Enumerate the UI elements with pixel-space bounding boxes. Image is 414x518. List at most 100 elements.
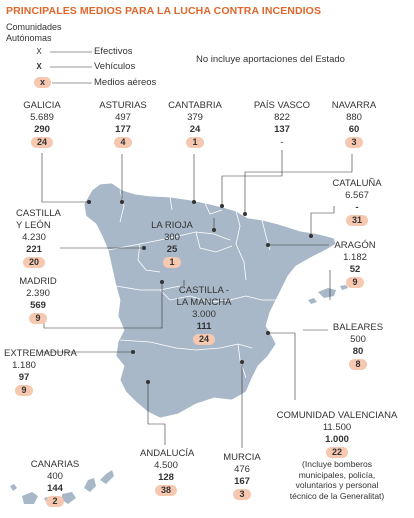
aereos-value: 20 <box>22 257 45 268</box>
efectivos-value: 476 <box>234 464 250 475</box>
efectivos-value: 880 <box>346 112 362 123</box>
aereos-value: 9 <box>29 313 47 324</box>
region-name: ARAGÓN <box>334 240 376 251</box>
efectivos-value: 300 <box>164 232 180 243</box>
aereos-value: 3 <box>233 489 251 500</box>
efectivos-value: 6.567 <box>345 190 369 201</box>
region-name-line2: LA MANCHA <box>176 297 232 308</box>
region-madrid: MADRID 2.390 569 9 <box>18 276 58 325</box>
note-text: No incluye aportaciones del Estado <box>196 54 345 65</box>
legend-item-vehiculos: X Vehículos <box>34 61 135 72</box>
legend-item-efectivos: X Efectivos <box>34 46 132 57</box>
aereos-value: 24 <box>30 137 53 148</box>
region-name: GALICIA <box>23 100 61 111</box>
vehiculos-value: 128 <box>158 472 174 483</box>
region-pais-vasco: PAÍS VASCO 822 137 - <box>250 100 314 149</box>
region-name: CASTILLA - <box>178 285 230 296</box>
region-name: MADRID <box>19 276 57 287</box>
legend-label: Vehículos <box>94 61 136 72</box>
vehiculos-value: 111 <box>196 321 212 332</box>
efectivos-value: 4.230 <box>22 232 46 243</box>
efectivos-value: 497 <box>115 112 131 123</box>
region-navarra: NAVARRA 880 60 3 <box>330 100 378 149</box>
vehiculos-value: - <box>355 202 359 213</box>
efectivos-value: 5.689 <box>30 112 54 123</box>
aereos-value: 4 <box>114 137 132 148</box>
aereos-value: 9 <box>346 277 364 288</box>
vehiculos-value: 60 <box>348 124 360 135</box>
region-cataluna: CATALUÑA 6.567 - 31 <box>328 178 386 227</box>
valenciana-note-4: técnico de la Generalitat) <box>289 490 385 501</box>
efectivos-value: 400 <box>47 471 63 482</box>
vehiculos-value: 569 <box>30 300 46 311</box>
aereos-value: 2 <box>46 496 64 507</box>
region-borders <box>107 189 276 379</box>
leader-lines <box>40 150 353 448</box>
efectivos-value: 379 <box>187 112 203 123</box>
vehiculos-value: 177 <box>115 124 131 135</box>
region-points <box>87 200 313 384</box>
efectivos-value: 1.182 <box>343 252 367 263</box>
region-name: MURCIA <box>223 452 261 463</box>
region-name: LA RIOJA <box>151 220 193 231</box>
efectivos-value: 500 <box>350 334 366 345</box>
efectivos-value: 2.390 <box>26 288 50 299</box>
valenciana-note-2: municipales, policía, <box>298 469 376 480</box>
vehiculos-value: 221 <box>26 244 42 255</box>
region-galicia: GALICIA 5.689 290 24 <box>18 100 66 149</box>
vehiculos-value: 144 <box>47 483 63 494</box>
vehiculos-value: 137 <box>274 124 290 135</box>
aereos-value: 8 <box>349 359 367 370</box>
legend-item-aereos: x Medios aéreos <box>34 77 156 88</box>
vehiculos-value: 24 <box>189 124 201 135</box>
region-extremadura: EXTREMADURA 1.180 97 9 <box>4 348 84 397</box>
region-castilla-mancha: CASTILLA - LA MANCHA 3.000 111 24 <box>174 285 234 346</box>
aereos-value: 31 <box>345 215 368 226</box>
efectivos-value: 1.180 <box>12 360 36 371</box>
region-murcia: MURCIA 476 167 3 <box>218 452 266 501</box>
legend-symbol: X <box>36 47 42 56</box>
region-name: CASTILLA <box>16 208 61 219</box>
efectivos-value: 822 <box>274 112 290 123</box>
region-name: CANTABRIA <box>168 100 222 111</box>
aereos-value: 22 <box>325 447 348 458</box>
region-valenciana: COMUNIDAD VALENCIANA 11.500 1.000 22 (In… <box>266 410 408 501</box>
vehiculos-value: 1.000 <box>325 434 349 445</box>
efectivos-value: 4.500 <box>154 460 178 471</box>
legend-connectors <box>50 51 92 84</box>
aereos-value: 3 <box>345 137 363 148</box>
legend-symbol: X <box>36 62 42 71</box>
vehiculos-value: 25 <box>166 244 178 255</box>
region-name: EXTREMADURA <box>4 348 77 359</box>
region-name: PAÍS VASCO <box>253 100 311 111</box>
valenciana-note-1: (Incluye bomberos <box>302 459 372 469</box>
vehiculos-value: 52 <box>349 264 361 275</box>
region-cantabria: CANTABRIA 379 24 1 <box>166 100 224 149</box>
region-name: CATALUÑA <box>332 178 382 189</box>
vehiculos-value: 167 <box>234 476 250 487</box>
region-name: COMUNIDAD VALENCIANA <box>276 410 398 421</box>
aereos-value: 1 <box>186 137 204 148</box>
efectivos-value: 11.500 <box>322 422 352 433</box>
legend-heading: Comunidades Autónomas <box>6 22 62 43</box>
region-canarias: CANARIAS 400 144 2 <box>26 459 84 508</box>
region-castilla-leon: CASTILLA Y LEÓN 4.230 221 20 <box>16 208 68 269</box>
region-asturias: ASTURIAS 497 177 4 <box>99 100 147 149</box>
region-name: ANDALUCÍA <box>140 448 195 459</box>
region-name: CANARIAS <box>30 459 80 470</box>
legend-label: Efectivos <box>94 46 133 57</box>
aereos-value: 24 <box>192 334 215 345</box>
page-title: PRINCIPALES MEDIOS PARA LA LUCHA CONTRA … <box>6 5 322 17</box>
legend-symbol: x <box>34 77 52 88</box>
aereos-value: 1 <box>163 257 181 268</box>
vehiculos-value: 290 <box>34 124 50 135</box>
region-aragon: ARAGÓN 1.182 52 9 <box>330 240 380 289</box>
baleares-islands <box>308 285 348 304</box>
region-name: BALEARES <box>332 322 384 333</box>
aereos-value: 38 <box>154 485 177 496</box>
aereos-value: - <box>280 137 284 148</box>
legend-label: Medios aéreos <box>94 77 157 88</box>
region-andalucia: ANDALUCÍA 4.500 128 38 <box>140 448 195 497</box>
region-name-line2: Y LEÓN <box>16 220 51 231</box>
